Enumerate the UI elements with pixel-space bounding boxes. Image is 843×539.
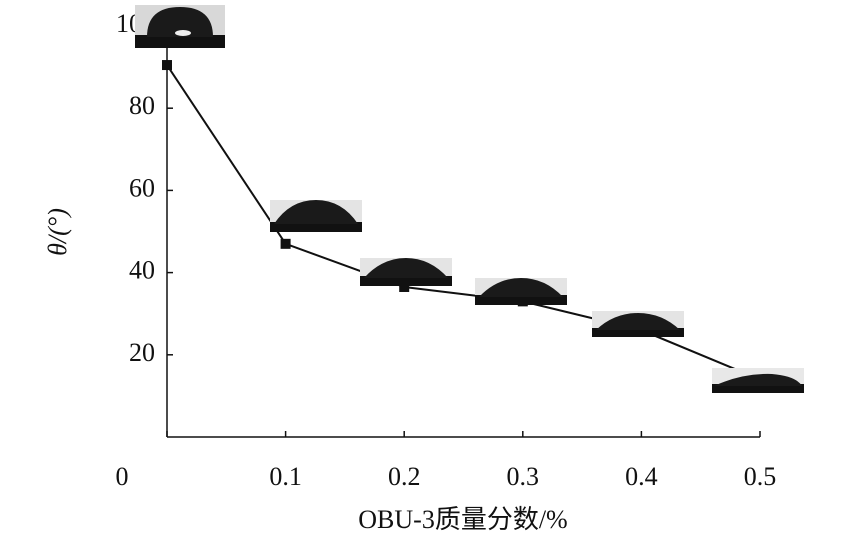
droplet-images <box>135 5 804 393</box>
y-tick-label: 20 <box>129 338 155 367</box>
x-tick-label: 0 <box>116 462 129 491</box>
droplet-image <box>712 368 804 393</box>
data-point <box>162 60 172 71</box>
droplet-image <box>475 278 567 305</box>
data-line <box>166 64 761 381</box>
droplet-image <box>270 200 362 232</box>
x-tick-label: 0.1 <box>269 462 302 491</box>
droplet-image <box>592 311 684 337</box>
x-tick-label: 0.3 <box>507 462 540 491</box>
y-tick-label: 60 <box>129 173 155 202</box>
droplet-image <box>135 5 225 48</box>
x-tick-label: 0.5 <box>744 462 777 491</box>
x-tick-label: 0.2 <box>388 462 421 491</box>
x-tick-label: 0.4 <box>625 462 658 491</box>
data-point <box>280 238 291 249</box>
y-tick-label: 40 <box>129 256 155 285</box>
plot-area: 2040608010000.10.20.30.40.5 <box>116 9 777 491</box>
y-tick-label: 80 <box>129 91 155 120</box>
y-axis-label: θ/(°) <box>43 208 72 256</box>
x-axis-label: OBU-3质量分数/% <box>358 505 567 534</box>
data-point <box>399 281 410 292</box>
droplet-image <box>360 258 452 286</box>
